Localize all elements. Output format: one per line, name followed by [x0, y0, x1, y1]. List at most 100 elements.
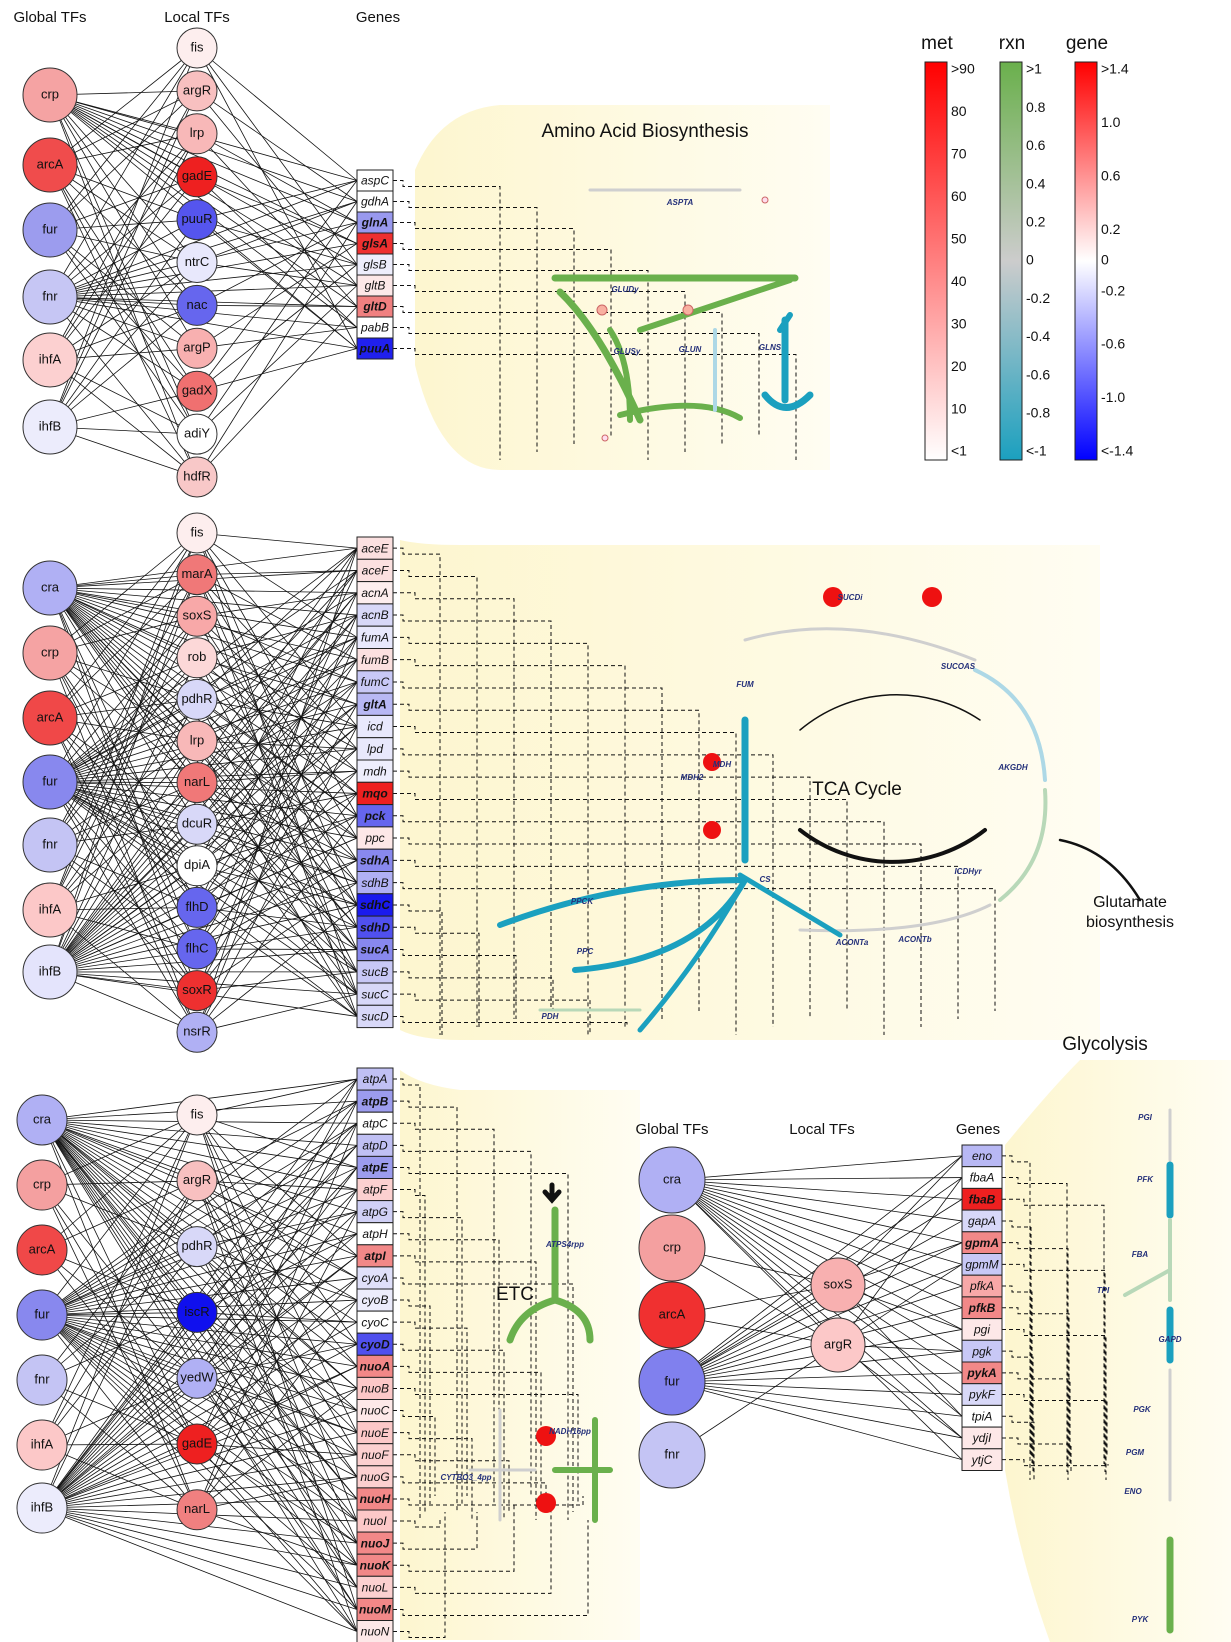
global-tf-label: ihfA: [39, 901, 62, 916]
colorbar-tick: 80: [951, 103, 967, 119]
edge: [197, 533, 357, 548]
column-header: Local TFs: [164, 9, 230, 26]
gene-label: pfkA: [969, 1279, 994, 1293]
global-tf-label: arcA: [659, 1306, 686, 1321]
global-tf-label: fur: [34, 1306, 50, 1321]
gene-label: gapA: [968, 1214, 996, 1228]
gene-label: glsA: [361, 237, 388, 251]
local-tf-label: argP: [183, 340, 210, 355]
reaction-label: MDH2: [681, 773, 704, 782]
column-header: Genes: [356, 9, 400, 26]
edge: [197, 134, 357, 307]
column-header: Genes: [956, 1121, 1000, 1138]
colorbar-tick: 0.2: [1026, 214, 1046, 230]
colorbar: [1000, 62, 1022, 460]
column-header: Global TFs: [13, 9, 86, 26]
gene-label: pfkB: [968, 1301, 996, 1315]
edge: [672, 1382, 962, 1395]
gene-label: pck: [364, 809, 387, 823]
gene-label: nuoK: [360, 1558, 392, 1572]
edge: [197, 548, 357, 1032]
reaction-label: MDH: [713, 760, 731, 769]
gene-label: sdhB: [361, 876, 388, 890]
gene-label: gltB: [365, 279, 386, 293]
local-tf-label: lrp: [190, 125, 204, 140]
colorbar-tick: >1.4: [1101, 61, 1129, 77]
gene-label: nuoG: [360, 1470, 389, 1484]
gene-label: sdhC: [360, 898, 390, 912]
edge: [197, 91, 357, 202]
reaction-label: FBA: [1132, 1250, 1149, 1259]
gene-label: nuoL: [362, 1581, 389, 1595]
gene-label: pgk: [971, 1344, 992, 1358]
figure: Global TFsLocal TFsGenesAmino Acid Biosy…: [0, 0, 1231, 1642]
gene-label: atpC: [362, 1116, 388, 1130]
gene-label: atpA: [363, 1072, 388, 1086]
edge: [197, 265, 357, 392]
gene-label: nuoN: [361, 1625, 390, 1639]
annotation: TCA Cycle: [812, 779, 902, 800]
local-tf-label: fis: [191, 1106, 205, 1121]
local-tf-label: gadE: [182, 168, 213, 183]
gene-label: pykF: [968, 1388, 996, 1402]
colorbar-tick: <-1.4: [1101, 443, 1134, 459]
local-tf-label: lrp: [190, 732, 204, 747]
reaction-label: TPI: [1097, 1286, 1110, 1295]
gene-label: atpE: [362, 1161, 389, 1175]
gene-label: aceF: [362, 564, 389, 578]
colorbar-tick: 60: [951, 188, 967, 204]
edge: [672, 1382, 962, 1438]
local-tf-label: soxS: [183, 608, 212, 623]
global-tf-label: crp: [41, 644, 59, 659]
gene-label: pykA: [966, 1366, 996, 1380]
global-tf-label: crp: [663, 1239, 681, 1254]
colorbar-title: gene: [1066, 33, 1108, 54]
global-tf-label: arcA: [37, 156, 64, 171]
colorbar-tick: -0.6: [1026, 366, 1050, 382]
local-tf-label: fis: [191, 524, 205, 539]
global-tf-label: fnr: [42, 836, 58, 851]
global-tf-label: cra: [663, 1171, 682, 1186]
local-tf-label: soxR: [182, 982, 212, 997]
gene-label: sucA: [360, 943, 389, 957]
reaction-label: GLUDy: [611, 285, 639, 294]
edge: [197, 91, 357, 286]
local-tf-label: nac: [187, 297, 208, 312]
local-tf-label: argR: [824, 1336, 852, 1351]
reaction-label: ENO: [1124, 1487, 1142, 1496]
gene-label: sucB: [362, 965, 389, 979]
local-tf-label: dpiA: [184, 857, 210, 872]
gene-label: fbaB: [969, 1192, 996, 1206]
gene-label: puuA: [359, 342, 391, 356]
local-tf-label: argR: [183, 82, 211, 97]
gene-label: nuoJ: [361, 1536, 390, 1550]
gene-label: nuoM: [359, 1603, 392, 1617]
edge: [197, 220, 357, 349]
edge: [197, 328, 357, 349]
global-tf-label: ihfA: [39, 351, 62, 366]
gene-label: atpD: [362, 1139, 388, 1153]
colorbar: [925, 62, 947, 460]
edge: [197, 48, 357, 349]
edge: [197, 48, 357, 181]
global-tf-label: arcA: [29, 1241, 56, 1256]
edge: [197, 949, 357, 950]
edge: [197, 177, 357, 328]
gene-label: gpmA: [964, 1236, 999, 1250]
colorbar-tick: -0.6: [1101, 336, 1125, 352]
reaction-label: PPCK: [571, 897, 594, 906]
gene-label: aspC: [361, 174, 389, 188]
local-tf-label: argR: [183, 1172, 211, 1187]
gene-label: fbaA: [970, 1171, 995, 1185]
global-tf-label: ihfB: [39, 963, 61, 978]
edge: [197, 548, 357, 699]
reaction-label: ATPS4rpp: [545, 1240, 584, 1249]
local-tf-label: rob: [188, 649, 207, 664]
gene-label: glnA: [361, 216, 389, 230]
reaction-label: SUCDi: [838, 593, 864, 602]
colorbar-title: met: [921, 33, 953, 54]
edge: [197, 223, 357, 306]
local-tf-label: flhC: [185, 940, 208, 955]
local-tf-label: adiY: [184, 426, 210, 441]
gene-label: atpF: [363, 1183, 388, 1197]
